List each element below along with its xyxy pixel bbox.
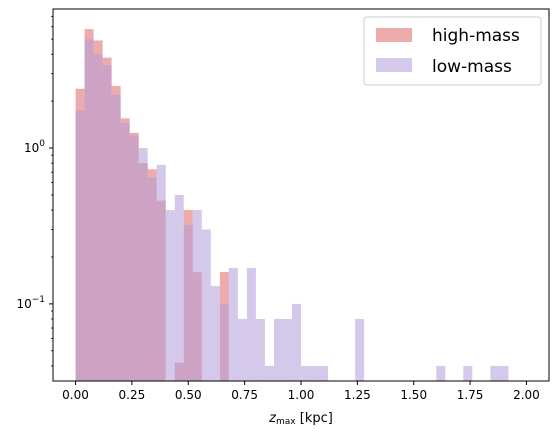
bar-low-mass [156,164,166,381]
legend-swatch-high-mass [376,28,412,42]
bar-low-mass [499,365,509,381]
bar-low-mass [319,365,329,381]
x-tick-label: 0.50 [175,388,202,402]
bar-low-mass [273,318,283,381]
bar-low-mass [84,39,94,382]
legend-label-low-mass: low-mass [432,57,512,77]
bar-low-mass [355,318,365,381]
x-tick-label: 0.00 [62,388,89,402]
bar-low-mass [102,65,112,382]
x-tick-label: 1.75 [457,388,484,402]
bar-low-mass [174,194,184,381]
y-axis-ticks: 100 10−1 [16,15,53,367]
bar-low-mass [75,110,85,381]
bar-low-mass [138,148,148,381]
legend-label-high-mass: high-mass [432,26,520,46]
x-tick-label: 1.25 [344,388,371,402]
bar-low-mass [120,122,130,381]
bar-low-mass [237,318,247,381]
bar-low-mass [463,365,473,381]
low-mass-bars [75,39,509,382]
bar-low-mass [301,365,311,381]
legend: high-mass low-mass [363,16,542,86]
bar-low-mass [219,303,229,381]
bar-low-mass [282,318,292,381]
x-tick-label: 2.00 [513,388,540,402]
legend-swatch-low-mass [376,58,412,72]
bar-low-mass [129,135,139,381]
bar-low-mass [111,94,121,381]
bar-low-mass [93,54,103,382]
bar-low-mass [210,286,220,381]
x-tick-label: 1.50 [400,388,427,402]
x-axis-ticks: 0.00 0.25 0.50 0.75 1.00 1.25 1.50 1.75 2.00 [62,381,540,402]
y-tick-label: 10−1 [16,295,45,311]
bar-low-mass [291,303,301,381]
bar-low-mass [228,267,238,381]
bar-low-mass [310,365,320,381]
x-tick-label: 1.00 [288,388,315,402]
bar-low-mass [490,365,500,381]
x-tick-label: 0.75 [231,388,258,402]
bar-low-mass [147,177,157,381]
bar-low-mass [255,318,265,381]
bar-low-mass [264,365,274,381]
bar-low-mass [192,210,202,381]
x-tick-label: 0.25 [119,388,146,402]
bar-low-mass [436,365,446,381]
bar-low-mass [246,267,256,381]
bar-low-mass [201,229,211,381]
x-axis-label: zmax [kpc] [268,411,333,427]
bar-low-mass [183,225,193,381]
y-tick-label: 100 [24,139,45,155]
bar-low-mass [165,210,175,381]
